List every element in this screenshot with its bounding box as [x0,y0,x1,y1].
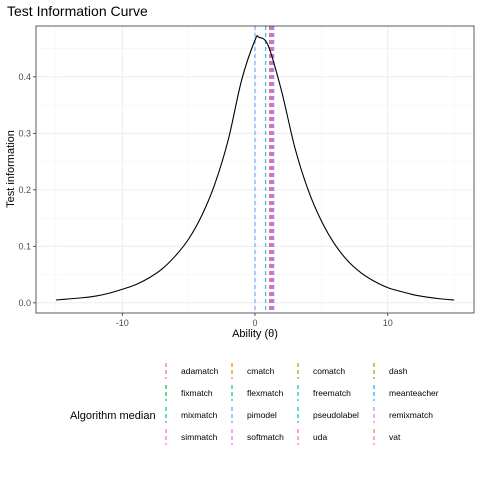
legend-title: Algorithm median [70,410,156,422]
legend-label-mixmatch: mixmatch [181,410,218,420]
legend-label-fixmatch: fixmatch [181,388,213,398]
legend-label-pimodel: pimodel [247,410,277,420]
information-curve [55,35,455,301]
y-axis: 0.0 0.1 0.2 0.3 0.4 [18,72,36,308]
x-axis: -10 0 10 [116,313,393,328]
y-tick-label: 0.3 [18,128,31,138]
legend-label-remixmatch: remixmatch [389,410,433,420]
legend-label-meanteacher: meanteacher [389,388,439,398]
chart-title: Test Information Curve [7,3,148,19]
legend-label-adamatch: adamatch [181,366,219,376]
legend-label-softmatch: softmatch [247,432,284,442]
y-tick-label: 0.4 [18,72,31,82]
y-tick-label: 0.0 [18,298,31,308]
plot-panel [35,25,475,314]
legend-label-pseudolabel: pseudolabel [313,410,359,420]
legend-label-cmatch: cmatch [247,366,275,376]
x-tick-label: 0 [252,318,257,328]
y-tick-label: 0.2 [18,185,31,195]
legend-label-flexmatch: flexmatch [247,388,284,398]
x-tick-label: 10 [383,318,393,328]
legend-label-simmatch: simmatch [181,432,218,442]
median-lines [254,26,275,313]
legend-label-vat: vat [389,432,401,442]
legend-label-freematch: freematch [313,388,351,398]
y-tick-label: 0.1 [18,241,31,251]
legend-label-dash: dash [389,366,408,376]
legend-label-comatch: comatch [313,366,345,376]
legend-label-uda: uda [313,432,327,442]
x-tick-label: -10 [116,318,129,328]
x-axis-label: Ability (θ) [232,328,278,340]
legend: adamatch cmatch comatch dash fixmatch flexmat… [165,363,439,445]
y-axis-label: Test information [5,130,17,208]
